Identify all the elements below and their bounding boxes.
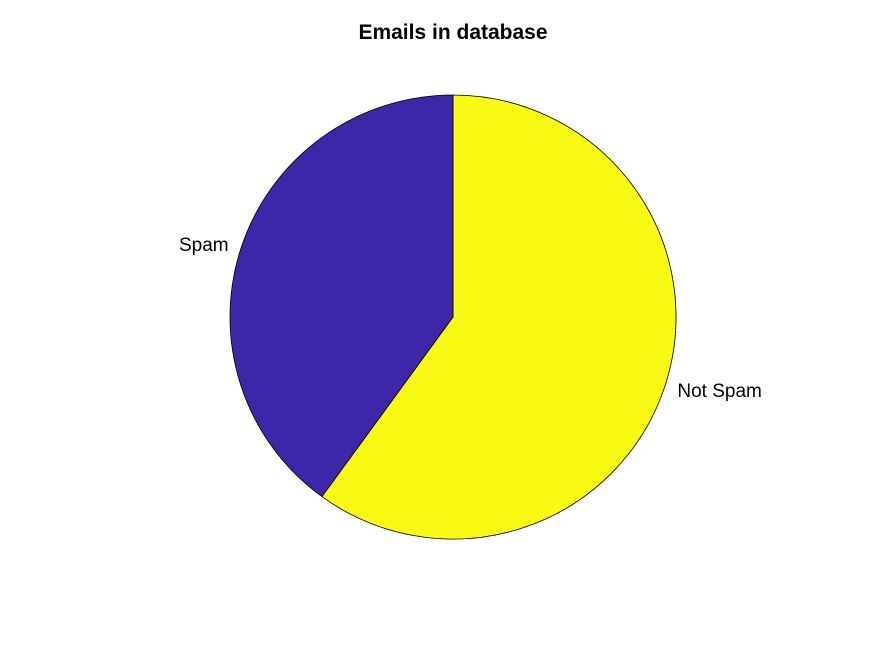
pie-labels: Not Spam Spam (179, 235, 762, 402)
slice-label-spam: Spam (179, 235, 229, 256)
pie-slice-not-spam (321, 94, 677, 540)
pie-slice-spam (229, 94, 454, 498)
chart-title: Emails in database (358, 21, 547, 44)
slice-label-not-spam: Not Spam (677, 381, 761, 402)
pie-slices (229, 94, 677, 540)
